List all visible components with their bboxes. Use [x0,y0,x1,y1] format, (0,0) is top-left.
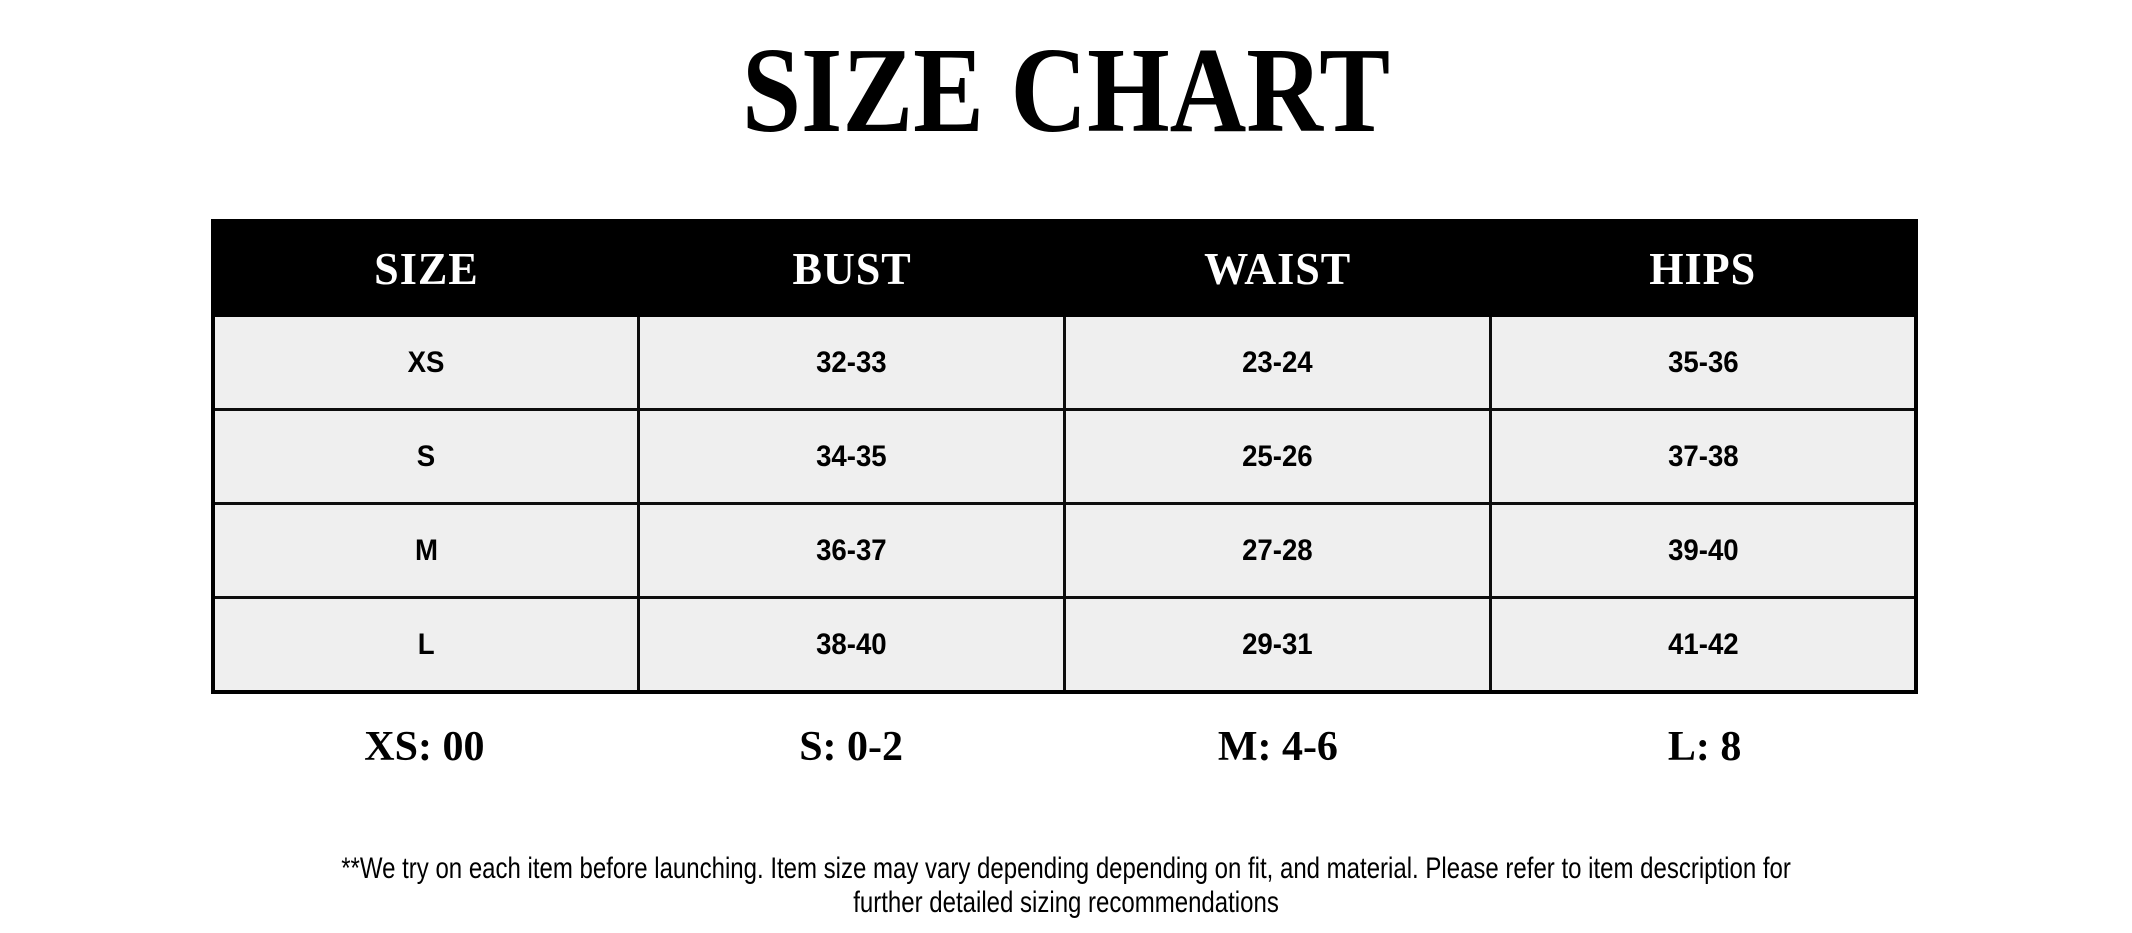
cell-s-bust-value: 34-35 [816,439,887,473]
cell-m-size: M [211,502,641,599]
table-row-s: S 34-35 25-26 37-38 [211,408,1918,505]
column-header-waist-label: WAIST [1203,243,1351,294]
column-header-waist: WAIST [1063,219,1492,317]
column-header-hips-label: HIPS [1649,243,1757,294]
cell-l-bust-value: 38-40 [816,627,887,661]
cell-m-bust-value: 36-37 [816,533,887,567]
footnote-line-2: further detailed sizing recommendations [853,886,1279,919]
column-header-bust: BUST [637,219,1066,317]
size-table-header: SIZE BUST WAIST HIPS [211,219,1918,317]
cell-s-hips: 37-38 [1488,408,1918,505]
column-header-hips: HIPS [1488,219,1918,317]
table-row-l: L 38-40 29-31 41-42 [211,596,1918,694]
size-equivalent-xs: XS: 00 [364,724,485,770]
column-header-bust-label: BUST [792,243,912,294]
column-header-size-label: SIZE [373,243,479,294]
footnote-text: **We try on each item before launching. … [341,852,1791,920]
cell-m-hips: 39-40 [1488,502,1918,599]
header-row: SIZE BUST WAIST HIPS [211,219,1918,317]
cell-xs-bust-value: 32-33 [816,345,887,379]
cell-xs-hips-value: 35-36 [1667,345,1739,379]
cell-l-hips-value: 41-42 [1667,627,1739,661]
cell-l-size: L [211,596,641,694]
cell-xs-size-value: XS [407,345,445,379]
footnote-line-1: **We try on each item before launching. … [341,852,1791,885]
table-row-xs: XS 32-33 23-24 35-36 [211,314,1918,411]
cell-xs-bust: 32-33 [637,314,1066,411]
size-chart-table: SIZE BUST WAIST HIPS XS 32-33 23-24 35-3… [211,219,1918,694]
column-header-size: SIZE [211,219,641,317]
size-equivalent-m: M: 4-6 [1217,724,1338,770]
cell-l-hips: 41-42 [1488,596,1918,694]
size-table-body: XS 32-33 23-24 35-36 S 34-35 25-26 37-38… [211,314,1918,694]
cell-l-waist-value: 29-31 [1242,627,1313,661]
numeric-size-equivalents-row: XS: 00 S: 0-2 M: 4-6 L: 8 [211,726,1918,768]
cell-s-size: S [211,408,641,505]
page-title: SIZE CHART [741,23,1391,158]
cell-l-waist: 29-31 [1063,596,1492,694]
cell-xs-waist-value: 23-24 [1242,345,1313,379]
cell-m-waist-value: 27-28 [1242,533,1313,567]
size-equivalent-l: L: 8 [1667,724,1742,770]
cell-m-size-value: M [414,533,438,567]
cell-s-bust: 34-35 [637,408,1066,505]
cell-l-size-value: L [417,627,435,661]
table-row-m: M 36-37 27-28 39-40 [211,502,1918,599]
cell-s-size-value: S [416,439,436,473]
cell-s-hips-value: 37-38 [1667,439,1739,473]
size-equivalent-s: S: 0-2 [799,724,904,770]
cell-m-hips-value: 39-40 [1667,533,1739,567]
cell-m-waist: 27-28 [1063,502,1492,599]
cell-xs-hips: 35-36 [1488,314,1918,411]
footnote: **We try on each item before launching. … [0,852,2132,920]
cell-m-bust: 36-37 [637,502,1066,599]
cell-s-waist: 25-26 [1063,408,1492,505]
cell-l-bust: 38-40 [637,596,1066,694]
cell-xs-size: XS [211,314,641,411]
cell-s-waist-value: 25-26 [1242,439,1313,473]
cell-xs-waist: 23-24 [1063,314,1492,411]
